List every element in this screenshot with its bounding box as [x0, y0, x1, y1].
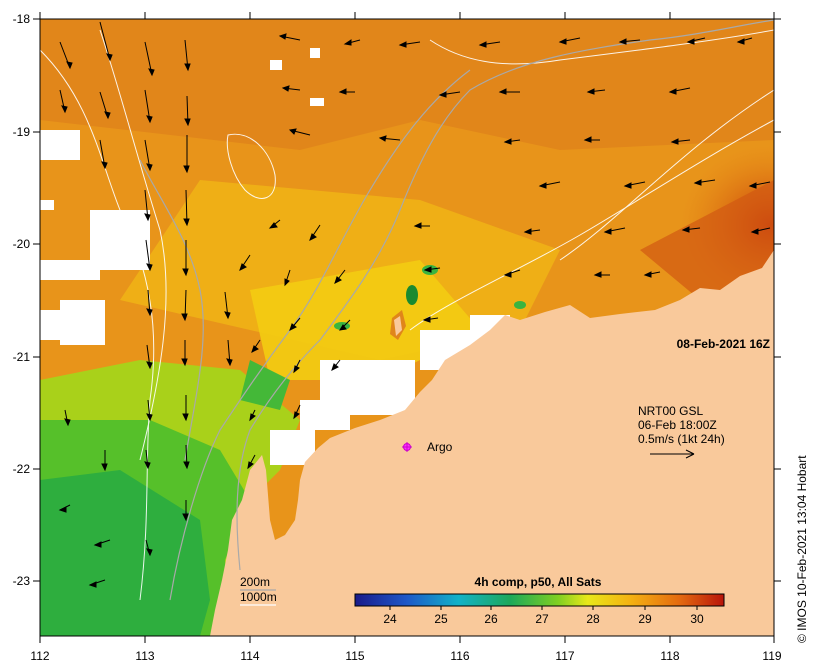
sst-field	[40, 19, 774, 636]
y-tick-labels: -18 -19 -20 -21 -22 -23	[13, 12, 31, 588]
date-label: 08-Feb-2021 16Z	[677, 337, 770, 351]
current-vectors	[58, 21, 771, 588]
map-frame	[39, 18, 775, 637]
isobath-1000m	[40, 29, 774, 601]
colorbar-tick-label: 24	[383, 612, 397, 626]
x-tick-label: 116	[450, 649, 469, 663]
colorbar-tick-label: 29	[638, 612, 652, 626]
x-tick-label: 112	[30, 649, 49, 663]
colorbar-title: 4h comp, p50, All Sats	[475, 575, 602, 589]
y-tick-label: -18	[13, 12, 31, 26]
argo-marker	[402, 442, 412, 452]
isobath-label-1000m: 1000m	[240, 590, 277, 604]
x-tick-label: 117	[555, 649, 574, 663]
colorbar-ticks	[389, 606, 698, 610]
isobath-label-200m: 200m	[240, 575, 270, 589]
y-tick-label: -19	[13, 125, 31, 139]
current-scale: 0.5m/s (1kt 24h)	[638, 432, 725, 446]
y-axis	[33, 18, 781, 582]
colorbar-tick-label: 28	[586, 612, 600, 626]
x-tick-label: 119	[762, 649, 781, 663]
credit-label: © IMOS 10-Feb-2021 13:04 Hobart	[795, 455, 809, 643]
x-tick-label: 113	[135, 649, 154, 663]
x-tick-labels: 112 113 114 115 116 117 118 119	[30, 649, 781, 663]
x-axis	[39, 12, 775, 643]
land-mass	[210, 250, 774, 636]
x-tick-label: 114	[240, 649, 259, 663]
current-source: NRT00 GSL	[638, 404, 703, 418]
cloud-mask	[40, 48, 510, 465]
y-tick-label: -22	[13, 462, 31, 476]
current-time: 06-Feb 18:00Z	[638, 418, 717, 432]
y-tick-label: -23	[13, 574, 31, 588]
x-tick-label: 118	[660, 649, 679, 663]
colorbar-tick-label: 26	[484, 612, 498, 626]
scale-arrow	[650, 449, 695, 459]
argo-label: Argo	[427, 440, 453, 454]
colorbar-tick-label: 27	[535, 612, 549, 626]
x-tick-label: 115	[345, 649, 364, 663]
colorbar	[354, 593, 725, 607]
colorbar-tick-label: 25	[434, 612, 448, 626]
y-tick-label: -20	[13, 237, 31, 251]
colorbar-tick-label: 30	[690, 612, 704, 626]
y-tick-label: -21	[13, 350, 31, 364]
